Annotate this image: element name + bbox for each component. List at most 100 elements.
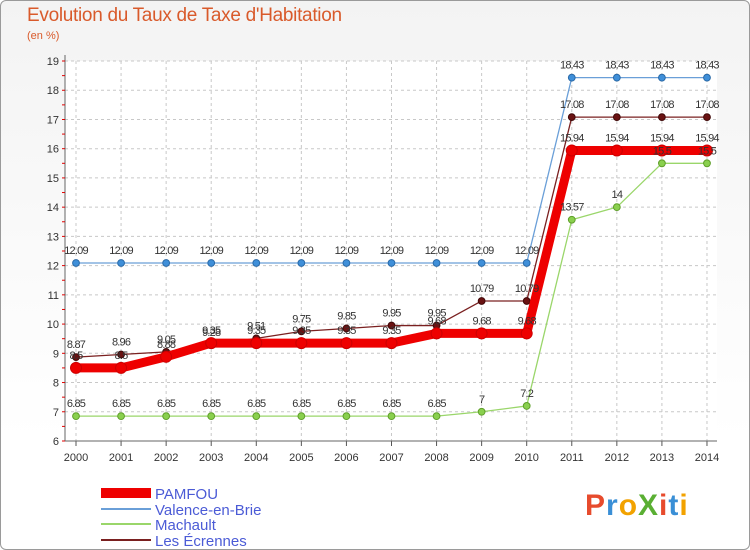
- data-point: [658, 73, 666, 82]
- data-point: [117, 350, 125, 359]
- data-point: [612, 113, 621, 122]
- data-point: [205, 337, 218, 350]
- data-label: 18.43: [605, 60, 629, 72]
- data-label: 9.35: [202, 325, 221, 337]
- proxiti-logo: ProXiti: [585, 489, 689, 522]
- data-label: 15.94: [695, 132, 719, 144]
- data-point: [655, 144, 668, 157]
- data-label: 12.09: [335, 245, 359, 257]
- data-label: 12.09: [245, 245, 269, 257]
- data-label: 6.85: [382, 398, 401, 410]
- data-point: [477, 297, 486, 305]
- data-label: 12.09: [199, 245, 223, 257]
- data-label: 6.85: [67, 398, 86, 410]
- data-point: [430, 327, 443, 340]
- data-point: [342, 412, 351, 421]
- x-tick-label: 2012: [605, 452, 629, 464]
- x-tick-label: 2010: [514, 452, 538, 464]
- x-tick-label: 2013: [650, 452, 674, 464]
- data-label: 12.09: [380, 245, 404, 257]
- data-label: 12.09: [470, 245, 494, 257]
- data-label: 7.2: [520, 388, 534, 400]
- data-point: [522, 402, 531, 410]
- data-label: 9.51: [247, 320, 266, 332]
- data-point: [72, 412, 80, 421]
- legend-label: Les Écrennes: [155, 533, 247, 550]
- data-point: [703, 113, 711, 122]
- data-label: 12.09: [425, 245, 449, 257]
- data-point: [297, 412, 306, 421]
- data-point: [477, 407, 486, 416]
- data-point: [432, 259, 441, 267]
- data-label: 9.68: [473, 315, 492, 327]
- y-tick-label: 10: [47, 319, 59, 331]
- data-label: 15.94: [560, 132, 584, 144]
- data-point: [252, 259, 261, 267]
- data-point: [162, 412, 171, 421]
- series-machault: [72, 159, 711, 421]
- data-point: [475, 327, 488, 340]
- data-point: [117, 412, 125, 421]
- legend-label: PAMFOU: [155, 486, 218, 503]
- y-tick-label: 8: [53, 378, 59, 390]
- y-tick-label: 15: [47, 173, 59, 185]
- data-label: 9.75: [292, 313, 311, 325]
- data-label: 15.5: [653, 145, 672, 157]
- data-point: [567, 215, 576, 224]
- legend-label: Valence-en-Brie: [155, 502, 261, 519]
- data-point: [250, 337, 263, 350]
- data-label: 6.85: [427, 398, 446, 410]
- data-label: 13.57: [560, 202, 584, 214]
- data-point: [522, 259, 531, 267]
- plot-area: [65, 61, 717, 441]
- data-label: 10.79: [515, 283, 539, 295]
- x-tick-label: 2009: [469, 452, 493, 464]
- data-point: [658, 159, 666, 168]
- data-label: 6.85: [202, 398, 221, 410]
- x-tick-label: 2014: [695, 452, 719, 464]
- data-point: [162, 259, 171, 267]
- data-point: [342, 324, 351, 333]
- data-point: [340, 337, 353, 350]
- data-label: 10.79: [470, 283, 494, 295]
- x-tick-label: 2004: [244, 452, 268, 464]
- data-label: 9.35: [247, 325, 266, 337]
- data-label: 9.68: [518, 315, 537, 327]
- data-label: 9.95: [427, 308, 446, 320]
- y-tick-label: 11: [48, 290, 59, 302]
- data-point: [567, 73, 576, 82]
- data-label: 18.43: [650, 60, 674, 72]
- data-point: [72, 353, 80, 362]
- data-point: [297, 259, 306, 267]
- data-label: 6.85: [292, 398, 311, 410]
- x-tick-label: 2011: [560, 452, 584, 464]
- data-point: [295, 337, 308, 350]
- data-label: 9.35: [337, 325, 356, 337]
- data-point: [387, 321, 396, 330]
- data-point: [72, 259, 80, 267]
- data-point: [700, 144, 713, 157]
- x-tick-label: 2008: [424, 452, 448, 464]
- y-axis-unit: (en %): [27, 30, 60, 42]
- data-label: 8.88: [157, 339, 176, 351]
- y-tick-label: 6: [53, 436, 59, 448]
- data-label: 8.87: [67, 339, 86, 351]
- data-label: 12.09: [109, 245, 133, 257]
- data-point: [612, 73, 621, 82]
- data-point: [207, 412, 216, 421]
- data-label: 17.08: [560, 99, 584, 111]
- data-label: 17.08: [650, 99, 674, 111]
- data-label: 6.85: [157, 398, 176, 410]
- data-point: [115, 361, 128, 374]
- y-tick-label: 16: [47, 144, 59, 156]
- data-point: [477, 259, 486, 267]
- data-label: 14: [612, 189, 623, 201]
- y-tick-label: 7: [53, 407, 59, 419]
- data-label: 8.5: [70, 350, 84, 362]
- data-point: [520, 327, 533, 340]
- y-tick-label: 12: [47, 261, 59, 273]
- data-label: 15.94: [650, 132, 674, 144]
- data-point: [567, 113, 576, 122]
